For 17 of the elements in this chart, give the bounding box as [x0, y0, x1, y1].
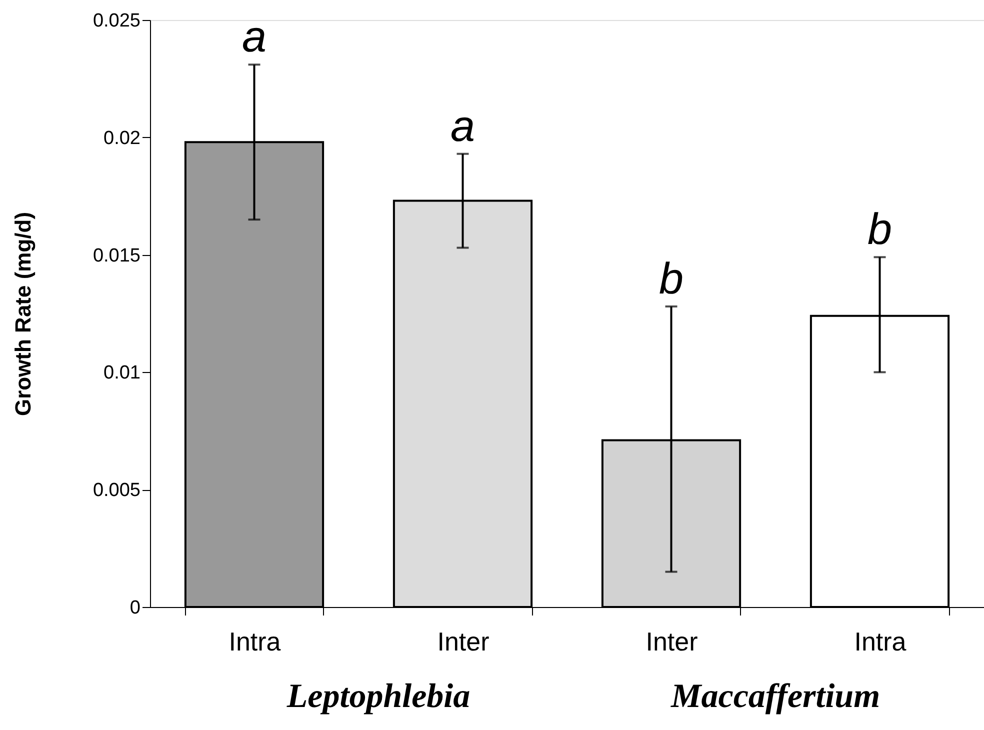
x-tick-label: Inter	[646, 626, 698, 656]
data-label: a	[450, 102, 475, 151]
y-tick-label: 0.005	[92, 480, 140, 502]
y-tick-label: 0.01	[104, 362, 140, 384]
y-tick-label: 0.02	[104, 128, 140, 149]
text: Leptophlebia	[286, 678, 470, 715]
x-tick-label: Inter	[437, 626, 490, 656]
y-tick-label: 0.015	[92, 245, 140, 266]
y-axis-title: Growth Rate (mg/d)	[10, 212, 36, 416]
data-label: a	[242, 12, 266, 62]
y-tick-label: 0	[130, 598, 140, 618]
text: Maccaffertium	[670, 678, 880, 715]
data-label: b	[659, 254, 684, 304]
data-label: b	[868, 205, 892, 254]
x-tick-label: Intra	[854, 626, 907, 656]
x-tick-label: Intra	[228, 626, 282, 656]
y-tick-label: 0.025	[92, 10, 140, 32]
